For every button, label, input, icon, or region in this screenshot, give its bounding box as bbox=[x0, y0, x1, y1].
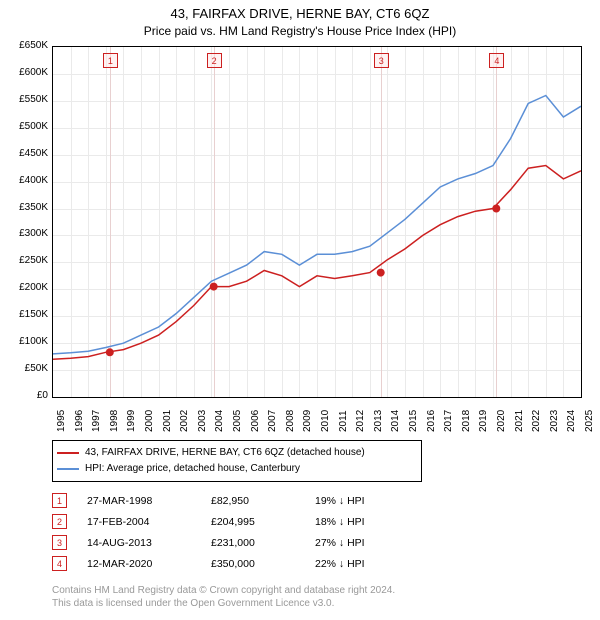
table-row: 2 17-FEB-2004 £204,995 18% ↓ HPI bbox=[52, 511, 415, 532]
y-tick-label: £500K bbox=[0, 121, 48, 132]
x-tick-label: 1997 bbox=[91, 410, 102, 432]
x-tick-label: 1996 bbox=[74, 410, 85, 432]
y-tick-label: £50K bbox=[0, 363, 48, 374]
y-tick-label: £0 bbox=[0, 390, 48, 401]
y-tick-label: £650K bbox=[0, 40, 48, 51]
transaction-price: £350,000 bbox=[211, 558, 311, 570]
x-tick-label: 2010 bbox=[320, 410, 331, 432]
transaction-date: 14-AUG-2013 bbox=[71, 537, 207, 549]
x-tick-label: 1999 bbox=[126, 410, 137, 432]
x-tick-label: 2002 bbox=[179, 410, 190, 432]
x-tick-label: 2001 bbox=[162, 410, 173, 432]
marker-badge: 4 bbox=[52, 556, 67, 571]
table-row: 3 14-AUG-2013 £231,000 27% ↓ HPI bbox=[52, 532, 415, 553]
x-tick-label: 2014 bbox=[390, 410, 401, 432]
y-tick-label: £200K bbox=[0, 282, 48, 293]
transaction-date: 12-MAR-2020 bbox=[71, 558, 207, 570]
x-tick-label: 2013 bbox=[373, 410, 384, 432]
page-subtitle: Price paid vs. HM Land Registry's House … bbox=[0, 24, 600, 38]
marker-badge: 3 bbox=[52, 535, 67, 550]
transaction-date: 27-MAR-1998 bbox=[71, 495, 207, 507]
x-tick-label: 2009 bbox=[302, 410, 313, 432]
legend-swatch bbox=[57, 468, 79, 470]
y-tick-label: £250K bbox=[0, 255, 48, 266]
x-tick-label: 2007 bbox=[267, 410, 278, 432]
transaction-delta: 27% ↓ HPI bbox=[315, 537, 415, 549]
transaction-date: 17-FEB-2004 bbox=[71, 516, 207, 528]
y-tick-label: £300K bbox=[0, 228, 48, 239]
y-tick-label: £100K bbox=[0, 336, 48, 347]
y-tick-label: £450K bbox=[0, 148, 48, 159]
x-tick-label: 2023 bbox=[549, 410, 560, 432]
y-tick-label: £600K bbox=[0, 67, 48, 78]
x-tick-label: 1995 bbox=[56, 410, 67, 432]
legend: 43, FAIRFAX DRIVE, HERNE BAY, CT6 6QZ (d… bbox=[52, 440, 422, 482]
y-tick-label: £350K bbox=[0, 202, 48, 213]
x-tick-label: 1998 bbox=[109, 410, 120, 432]
x-tick-label: 2004 bbox=[214, 410, 225, 432]
price-chart: 1234 bbox=[52, 46, 582, 398]
chart-svg bbox=[53, 47, 581, 397]
marker-badge: 1 bbox=[52, 493, 67, 508]
table-row: 1 27-MAR-1998 £82,950 19% ↓ HPI bbox=[52, 490, 415, 511]
x-tick-label: 2011 bbox=[338, 410, 349, 432]
x-tick-label: 2000 bbox=[144, 410, 155, 432]
page-title: 43, FAIRFAX DRIVE, HERNE BAY, CT6 6QZ bbox=[0, 6, 600, 21]
marker-badge: 2 bbox=[52, 514, 67, 529]
transactions-table: 1 27-MAR-1998 £82,950 19% ↓ HPI 2 17-FEB… bbox=[52, 490, 415, 574]
y-tick-label: £400K bbox=[0, 175, 48, 186]
transaction-price: £82,950 bbox=[211, 495, 311, 507]
attribution: Contains HM Land Registry data © Crown c… bbox=[52, 584, 395, 610]
transaction-price: £231,000 bbox=[211, 537, 311, 549]
x-tick-label: 2017 bbox=[443, 410, 454, 432]
x-tick-label: 2016 bbox=[426, 410, 437, 432]
transaction-delta: 19% ↓ HPI bbox=[315, 495, 415, 507]
transaction-delta: 18% ↓ HPI bbox=[315, 516, 415, 528]
attribution-line: This data is licensed under the Open Gov… bbox=[52, 597, 395, 610]
legend-label: HPI: Average price, detached house, Cant… bbox=[85, 462, 300, 476]
x-tick-label: 2005 bbox=[232, 410, 243, 432]
y-tick-label: £150K bbox=[0, 309, 48, 320]
x-tick-label: 2008 bbox=[285, 410, 296, 432]
x-tick-label: 2022 bbox=[531, 410, 542, 432]
transaction-price: £204,995 bbox=[211, 516, 311, 528]
x-tick-label: 2006 bbox=[250, 410, 261, 432]
x-tick-label: 2012 bbox=[355, 410, 366, 432]
x-tick-label: 2015 bbox=[408, 410, 419, 432]
legend-row: 43, FAIRFAX DRIVE, HERNE BAY, CT6 6QZ (d… bbox=[57, 445, 417, 461]
table-row: 4 12-MAR-2020 £350,000 22% ↓ HPI bbox=[52, 553, 415, 574]
x-tick-label: 2025 bbox=[584, 410, 595, 432]
legend-swatch bbox=[57, 452, 79, 454]
transaction-delta: 22% ↓ HPI bbox=[315, 558, 415, 570]
x-tick-label: 2024 bbox=[566, 410, 577, 432]
x-tick-label: 2018 bbox=[461, 410, 472, 432]
legend-label: 43, FAIRFAX DRIVE, HERNE BAY, CT6 6QZ (d… bbox=[85, 446, 365, 460]
x-tick-label: 2021 bbox=[514, 410, 525, 432]
x-tick-label: 2020 bbox=[496, 410, 507, 432]
y-tick-label: £550K bbox=[0, 94, 48, 105]
attribution-line: Contains HM Land Registry data © Crown c… bbox=[52, 584, 395, 597]
legend-row: HPI: Average price, detached house, Cant… bbox=[57, 461, 417, 477]
x-tick-label: 2019 bbox=[478, 410, 489, 432]
x-tick-label: 2003 bbox=[197, 410, 208, 432]
